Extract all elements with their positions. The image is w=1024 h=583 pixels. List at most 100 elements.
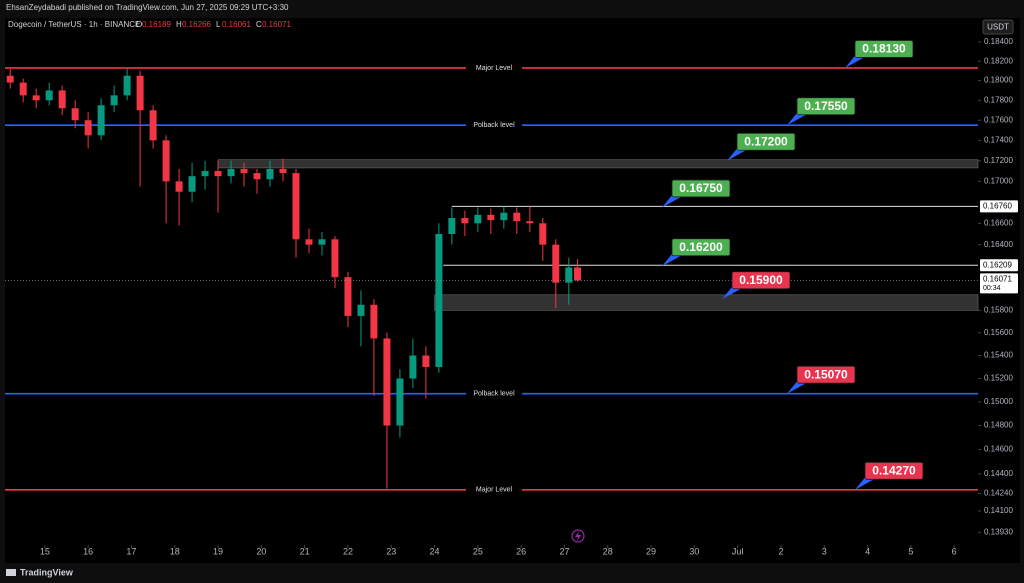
callout-box: [796, 97, 856, 116]
plot-area: [5, 18, 978, 545]
y-tick-label: 0.17000: [984, 176, 1013, 185]
callout-label: 0.17550: [804, 99, 848, 113]
candle-body: [123, 75, 131, 96]
y-tick-label: 0.14600: [984, 445, 1013, 454]
callout-label: 0.18130: [862, 42, 906, 56]
candle-body: [188, 176, 196, 192]
y-tick-label: 0.17800: [984, 95, 1013, 104]
candle-body: [175, 181, 183, 192]
y-tick-label: 0.14800: [984, 421, 1013, 430]
zone: [434, 294, 979, 311]
y-tick-label: 0.15800: [984, 305, 1013, 314]
candle-body: [435, 233, 443, 368]
y-tick-label: 0.15400: [984, 351, 1013, 360]
y-tick-label: 0.14100: [984, 506, 1013, 515]
callout-box: [731, 271, 791, 290]
x-tick-label: 29: [646, 546, 656, 556]
logo: [6, 569, 16, 576]
candle-body: [201, 171, 209, 177]
candle-body: [6, 75, 14, 83]
x-tick-label: 25: [473, 546, 483, 556]
ohlc-key: O: [136, 20, 142, 29]
candle-body: [292, 173, 300, 240]
candle-body: [396, 378, 404, 426]
candle-body: [565, 267, 573, 283]
y-tick-label: 0.16600: [984, 218, 1013, 227]
candle-body: [552, 244, 560, 283]
candle-body: [370, 304, 378, 339]
callout-box: [671, 179, 731, 198]
y-tick-label: 0.14240: [984, 489, 1013, 498]
x-tick-label: 21: [300, 546, 310, 556]
candle-body: [97, 105, 105, 136]
candle-body: [513, 212, 521, 222]
y-tick-label: 0.16400: [984, 240, 1013, 249]
x-tick-label: 17: [126, 546, 136, 556]
candle-body: [500, 212, 508, 221]
symbol-line: Dogecoin / TetherUS · 1h · BINANCE O 0.16…: [8, 20, 291, 29]
y-tick-label: 0.17600: [984, 115, 1013, 124]
x-tick-label: 24: [430, 546, 440, 556]
candle-body: [58, 90, 66, 109]
x-tick-label: 30: [689, 546, 699, 556]
flash-icon: [571, 529, 585, 543]
x-tick-label: 18: [170, 546, 180, 556]
ohlc-value: 0.16266: [182, 20, 211, 29]
callout-label: 0.14270: [872, 463, 916, 477]
y-tick-label: 0.13930: [984, 527, 1013, 536]
candle-body: [84, 120, 92, 136]
x-tick-label: 20: [256, 546, 266, 556]
callout-label: 0.17200: [744, 134, 788, 148]
candle-body: [149, 110, 157, 141]
x-tick-label: 3: [822, 546, 827, 556]
countdown: 00:34: [983, 285, 1001, 292]
level-label: Polback level: [473, 391, 515, 398]
x-tick-label: 5: [908, 546, 913, 556]
x-tick-label: Jul: [732, 546, 744, 556]
candle-body: [240, 168, 248, 174]
callout-box: [854, 40, 914, 58]
ohlc-key: H: [176, 20, 182, 29]
y-tick-label: 0.17200: [984, 156, 1013, 165]
x-tick-label: 4: [865, 546, 870, 556]
y-tick-label: 0.15600: [984, 328, 1013, 337]
x-tick-label: 26: [516, 546, 526, 556]
x-tick-label: 6: [952, 546, 957, 556]
callout-box: [864, 461, 924, 480]
candle-body: [214, 171, 222, 177]
candle-body: [318, 239, 326, 245]
y-tick-label: 0.15000: [984, 397, 1013, 406]
y-tick-label: 0.14400: [984, 469, 1013, 478]
level-label-bg: [466, 484, 522, 495]
candle-body: [305, 239, 313, 245]
callout-label: 0.15900: [739, 273, 783, 287]
candle-body: [71, 108, 79, 121]
zone: [217, 159, 979, 169]
candle-body: [409, 355, 417, 379]
candle-body: [344, 277, 352, 316]
callout-box: [796, 365, 856, 384]
y-tick-label: 0.17400: [984, 135, 1013, 144]
x-tick-label: 27: [559, 546, 569, 556]
price-tag-label: 0.16760: [983, 202, 1012, 211]
candle-body: [227, 168, 235, 177]
x-tick-label: 22: [343, 546, 353, 556]
currency: USDT: [987, 23, 1009, 32]
callout-label: 0.15070: [804, 367, 848, 381]
ohlc-value: 0.16061: [222, 20, 251, 29]
y-tick-label: 0.18200: [984, 56, 1013, 65]
level-label-bg: [466, 120, 522, 131]
candle-body: [474, 214, 482, 224]
callout-box: [736, 132, 796, 151]
candle-body: [383, 338, 391, 426]
level-label-bg: [466, 62, 522, 73]
candle-body: [539, 223, 547, 245]
last-price-tag: [980, 273, 1018, 294]
level-label: Major Level: [476, 487, 513, 494]
level-label-bg: [466, 388, 522, 399]
candle-body: [573, 267, 581, 281]
y-tick-label: 0.18400: [984, 37, 1013, 46]
ohlc-key: L: [216, 20, 221, 29]
y-tick-label: 0.15200: [984, 374, 1013, 383]
